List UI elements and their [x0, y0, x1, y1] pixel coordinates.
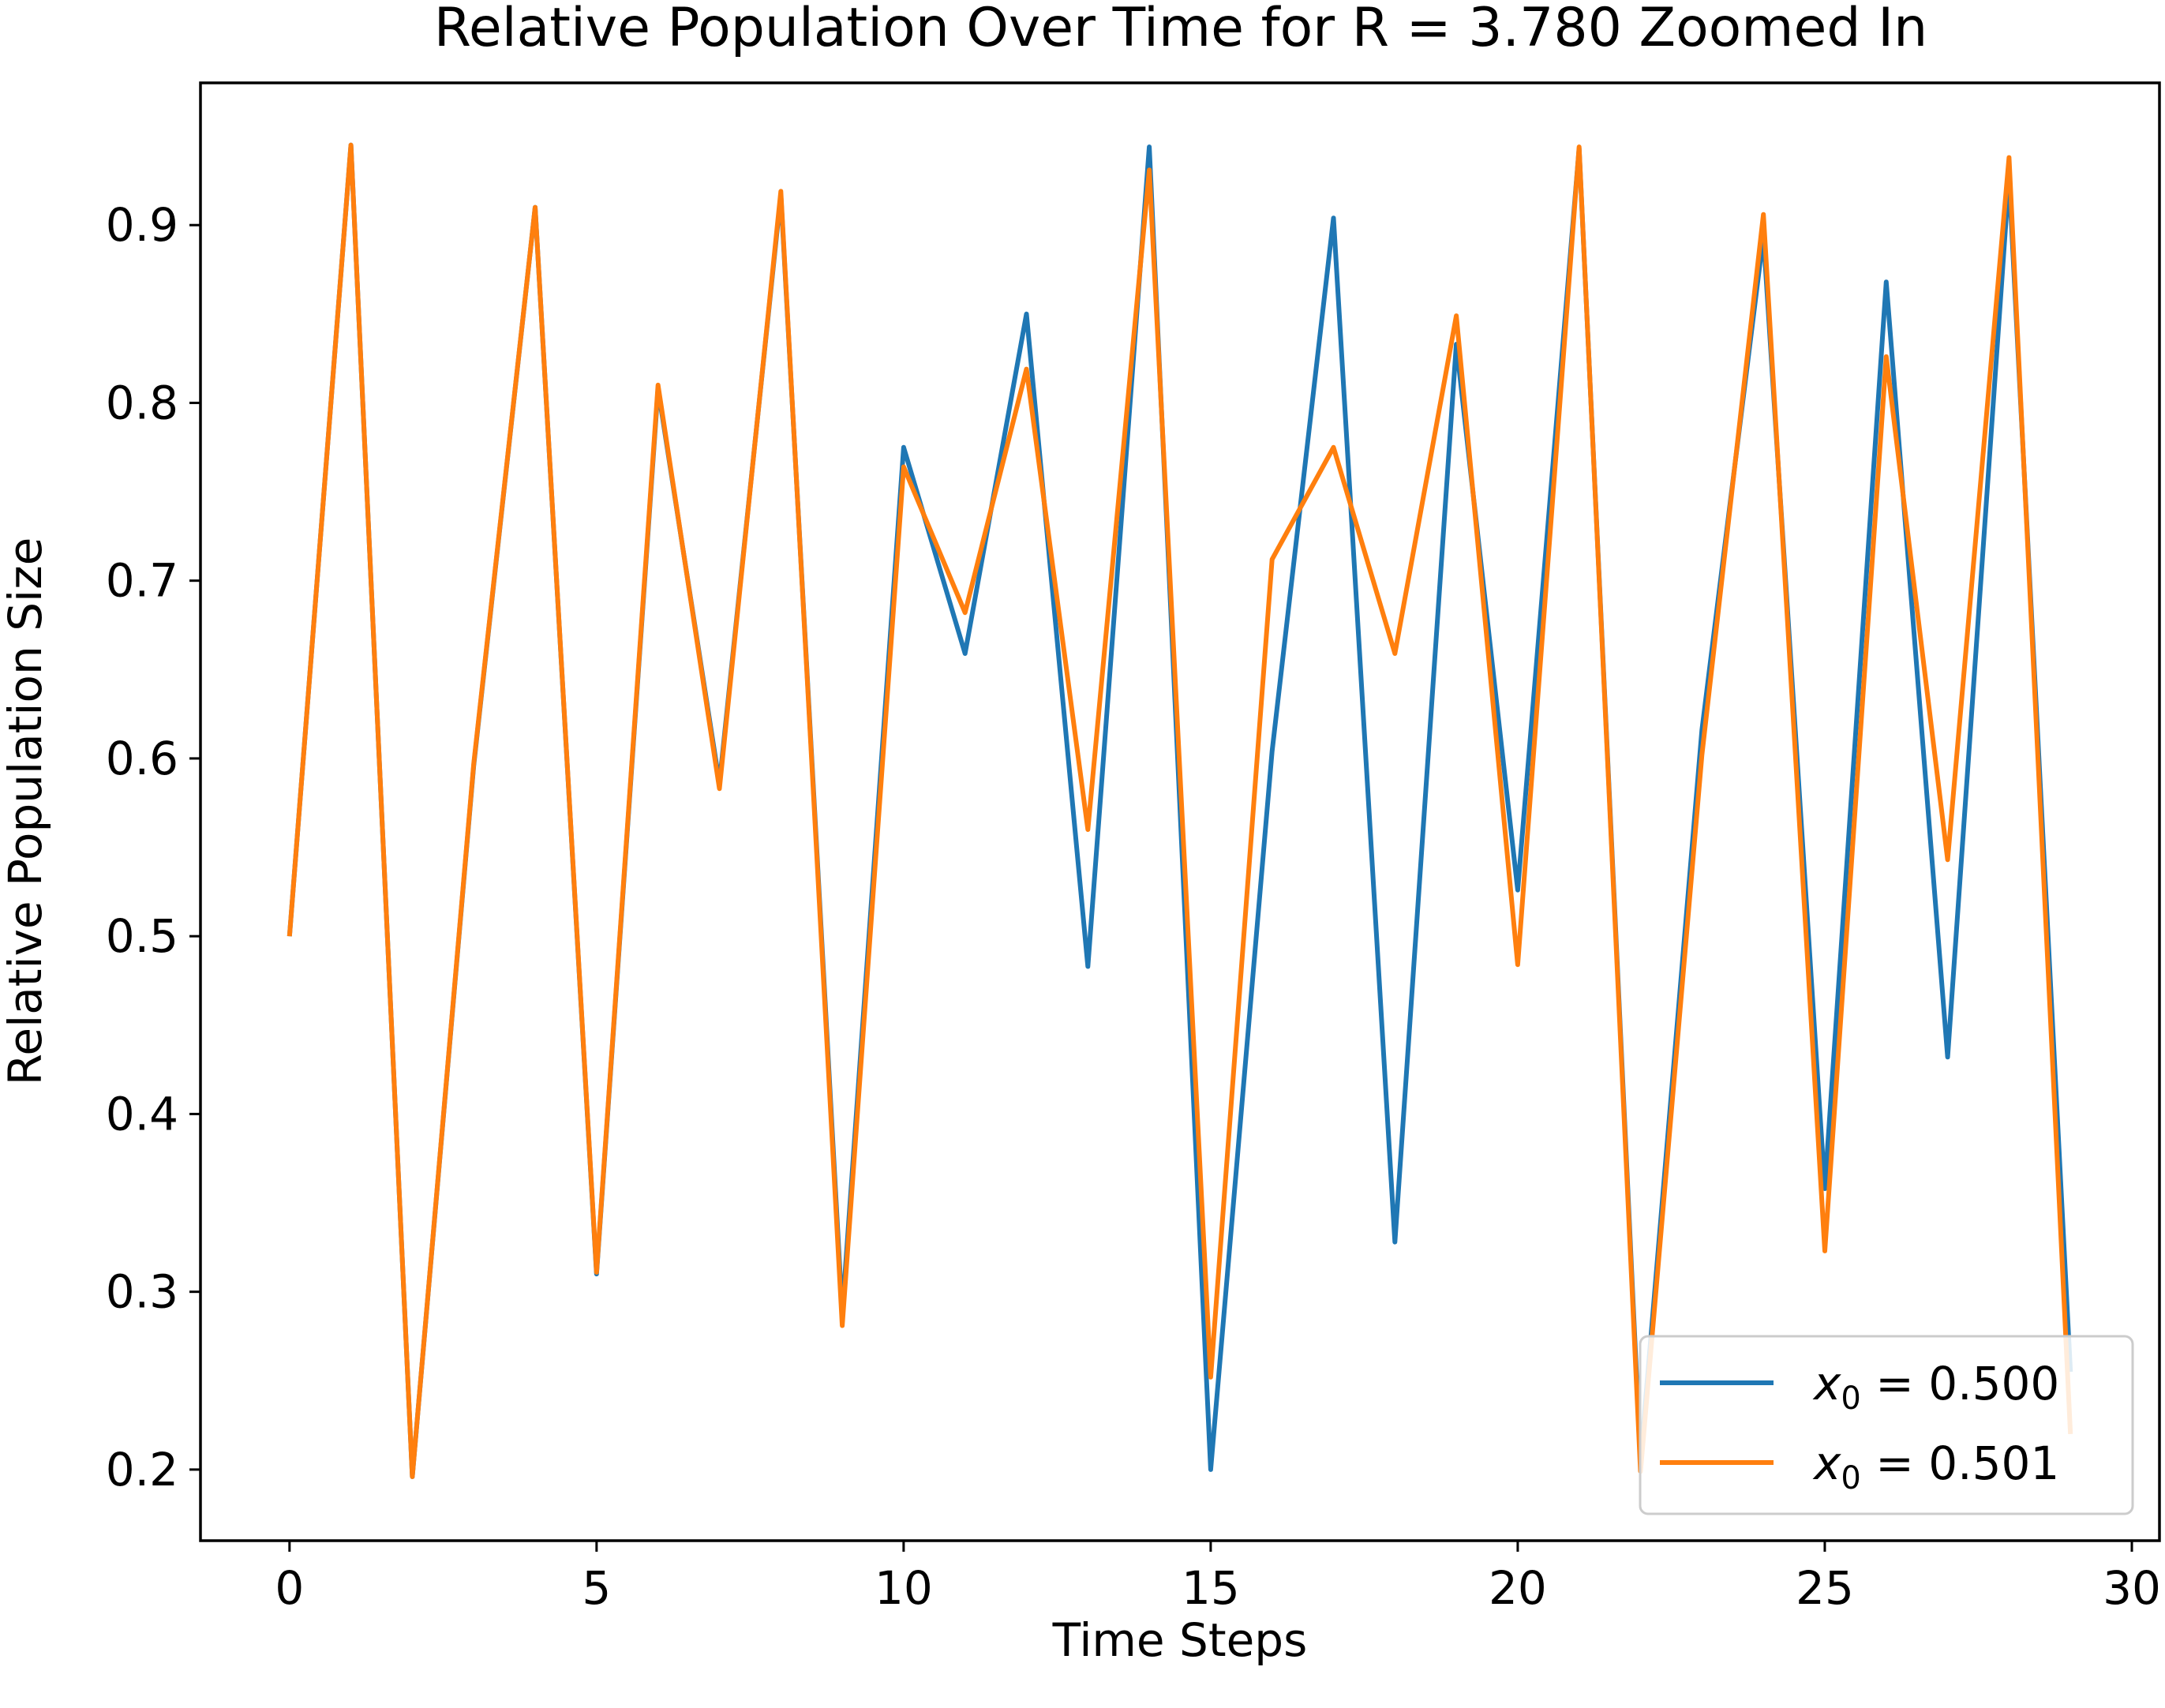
series-1-point — [901, 445, 906, 450]
series-1-point — [1884, 279, 1889, 284]
series-2-point — [1024, 367, 1029, 372]
series-2-point — [1085, 827, 1090, 832]
series-2-point — [2006, 155, 2011, 160]
x-tick-label: 25 — [1796, 1561, 1854, 1615]
legend: x0 = 0.500 x0 = 0.501 — [1639, 1335, 2134, 1515]
series-2-point — [533, 205, 538, 210]
series-2-point — [1147, 167, 1152, 172]
series-2-point — [1822, 1249, 1827, 1253]
series-line-2 — [287, 142, 2073, 1479]
series-2-point — [1699, 752, 1704, 757]
series-2-point — [594, 1270, 599, 1275]
x-tick-label: 5 — [582, 1561, 611, 1615]
series-2-point — [656, 383, 661, 388]
x-tick-label: 15 — [1182, 1561, 1240, 1615]
series-1-point — [1024, 312, 1029, 317]
x-tick-label: 20 — [1489, 1561, 1547, 1615]
series-2-point — [1332, 445, 1336, 450]
series-2-point — [1515, 962, 1520, 967]
legend-label-series-2: x0 = 0.501 — [1812, 1436, 2059, 1496]
x-tick-layer: 0 5 10 15 20 25 30 — [275, 1541, 2161, 1615]
x-tick-label: 0 — [275, 1561, 304, 1615]
series-1-point — [1515, 888, 1520, 893]
y-tick-label: 0.9 — [106, 198, 178, 252]
y-tick-label: 0.3 — [106, 1265, 178, 1319]
series-1-point — [1147, 144, 1152, 149]
series-2-point — [1392, 651, 1397, 656]
series-1-point — [1270, 749, 1275, 754]
series-2-point — [1884, 354, 1889, 359]
y-tick-label: 0.5 — [106, 909, 178, 963]
y-axis-label: Relative Population Size — [0, 537, 52, 1086]
y-tick-label: 0.7 — [106, 554, 178, 608]
series-2-point — [1577, 144, 1582, 149]
series-2-point — [1946, 857, 1950, 862]
series-1-point — [1332, 215, 1336, 220]
legend-label-series-1: x0 = 0.500 — [1812, 1357, 2059, 1417]
y-tick-label: 0.2 — [106, 1443, 178, 1496]
series-2-point — [717, 786, 722, 791]
chart-title: Relative Population Over Time for R = 3.… — [434, 0, 1928, 59]
y-tick-layer: 0.2 0.3 0.4 0.5 0.6 0.7 0.8 0.9 — [106, 198, 200, 1496]
series-2-point — [287, 934, 292, 938]
series-2-point — [778, 189, 783, 193]
series-2-point — [1208, 1375, 1213, 1380]
x-axis-label: Time Steps — [1052, 1613, 1308, 1667]
series-2-point — [1761, 212, 1766, 217]
series-layer — [287, 142, 2073, 1479]
series-1-point — [1208, 1467, 1213, 1472]
y-tick-label: 0.8 — [106, 376, 178, 429]
series-1-point — [1085, 964, 1090, 969]
series-2-point — [1270, 557, 1275, 562]
series-2-point — [410, 1474, 414, 1479]
y-tick-label: 0.6 — [106, 732, 178, 785]
series-2-point — [349, 143, 354, 148]
series-1-point — [1946, 1054, 1950, 1059]
series-2-point — [471, 762, 476, 766]
x-tick-label: 30 — [2103, 1561, 2161, 1615]
series-2-point — [1454, 313, 1459, 318]
series-1-point — [1392, 1240, 1397, 1245]
series-2-point — [840, 1324, 845, 1328]
y-tick-label: 0.4 — [106, 1087, 178, 1141]
series-1-point — [963, 651, 968, 656]
series-2-point — [901, 465, 906, 470]
series-2-point — [963, 610, 968, 615]
plot-frame — [199, 81, 2161, 1542]
x-tick-label: 10 — [875, 1561, 933, 1615]
